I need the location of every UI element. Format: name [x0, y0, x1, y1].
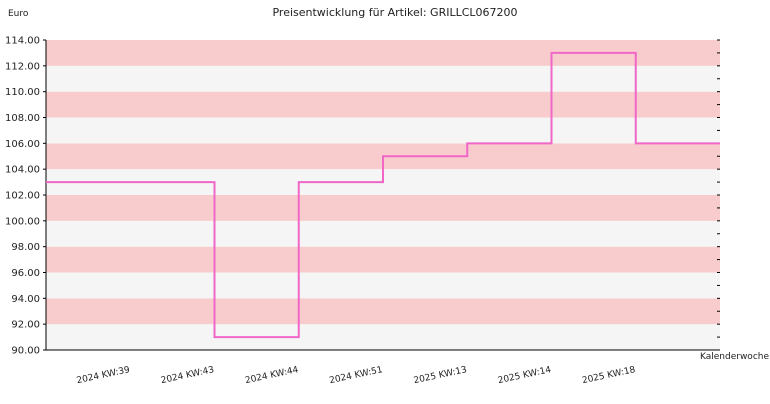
y-tick-label: 112.00 — [5, 61, 40, 72]
y-axis-label: Euro — [8, 9, 29, 19]
y-tick-label: 94.00 — [11, 294, 40, 305]
x-axis-label: Kalenderwoche — [700, 352, 769, 362]
price-step-line — [46, 51, 720, 339]
background-band — [46, 246, 720, 273]
y-tick-label: 102.00 — [5, 191, 40, 202]
x-tick-label: 2024 KW:39 — [76, 365, 131, 386]
y-tick-label: 96.00 — [11, 268, 40, 279]
y-tick-label: 114.00 — [5, 36, 40, 47]
background-bands — [46, 40, 720, 350]
data-point — [677, 143, 679, 145]
data-point — [340, 181, 342, 183]
background-band — [46, 220, 720, 247]
x-tick-label: 2024 KW:44 — [244, 365, 299, 386]
x-tick-label: 2024 KW:51 — [329, 365, 384, 386]
x-tick-label: 2025 KW:13 — [413, 365, 468, 386]
data-point — [129, 181, 131, 183]
background-band — [46, 195, 720, 221]
x-tick-label: 2025 KW:14 — [497, 365, 552, 386]
chart-title: Preisentwicklung für Artikel: GRILLCL067… — [272, 6, 517, 19]
y-tick-label: 92.00 — [11, 320, 40, 331]
y-tick-label: 108.00 — [5, 113, 40, 124]
y-tick-label: 106.00 — [5, 139, 40, 150]
data-point — [509, 143, 511, 145]
y-tick-label: 104.00 — [5, 165, 40, 176]
series-group — [46, 51, 720, 339]
background-band — [46, 272, 720, 299]
axes: 90.00 92.00 94.00 96.00 98.00 100.00 102.00 104… — [5, 36, 720, 386]
x-tick-label: 2024 KW:43 — [160, 365, 215, 386]
background-band — [46, 298, 720, 325]
background-band — [46, 324, 720, 350]
background-band — [46, 65, 720, 92]
x-tick-label: 2025 KW:18 — [581, 365, 636, 386]
data-point — [256, 336, 258, 338]
y-tick-label: 110.00 — [5, 87, 40, 98]
y-tick-label: 90.00 — [11, 346, 40, 357]
y-tick-label: 100.00 — [5, 216, 40, 227]
data-point — [424, 155, 426, 157]
data-point — [593, 52, 595, 54]
background-band — [46, 91, 720, 118]
background-band — [46, 117, 720, 144]
y-tick-label: 98.00 — [11, 242, 40, 253]
